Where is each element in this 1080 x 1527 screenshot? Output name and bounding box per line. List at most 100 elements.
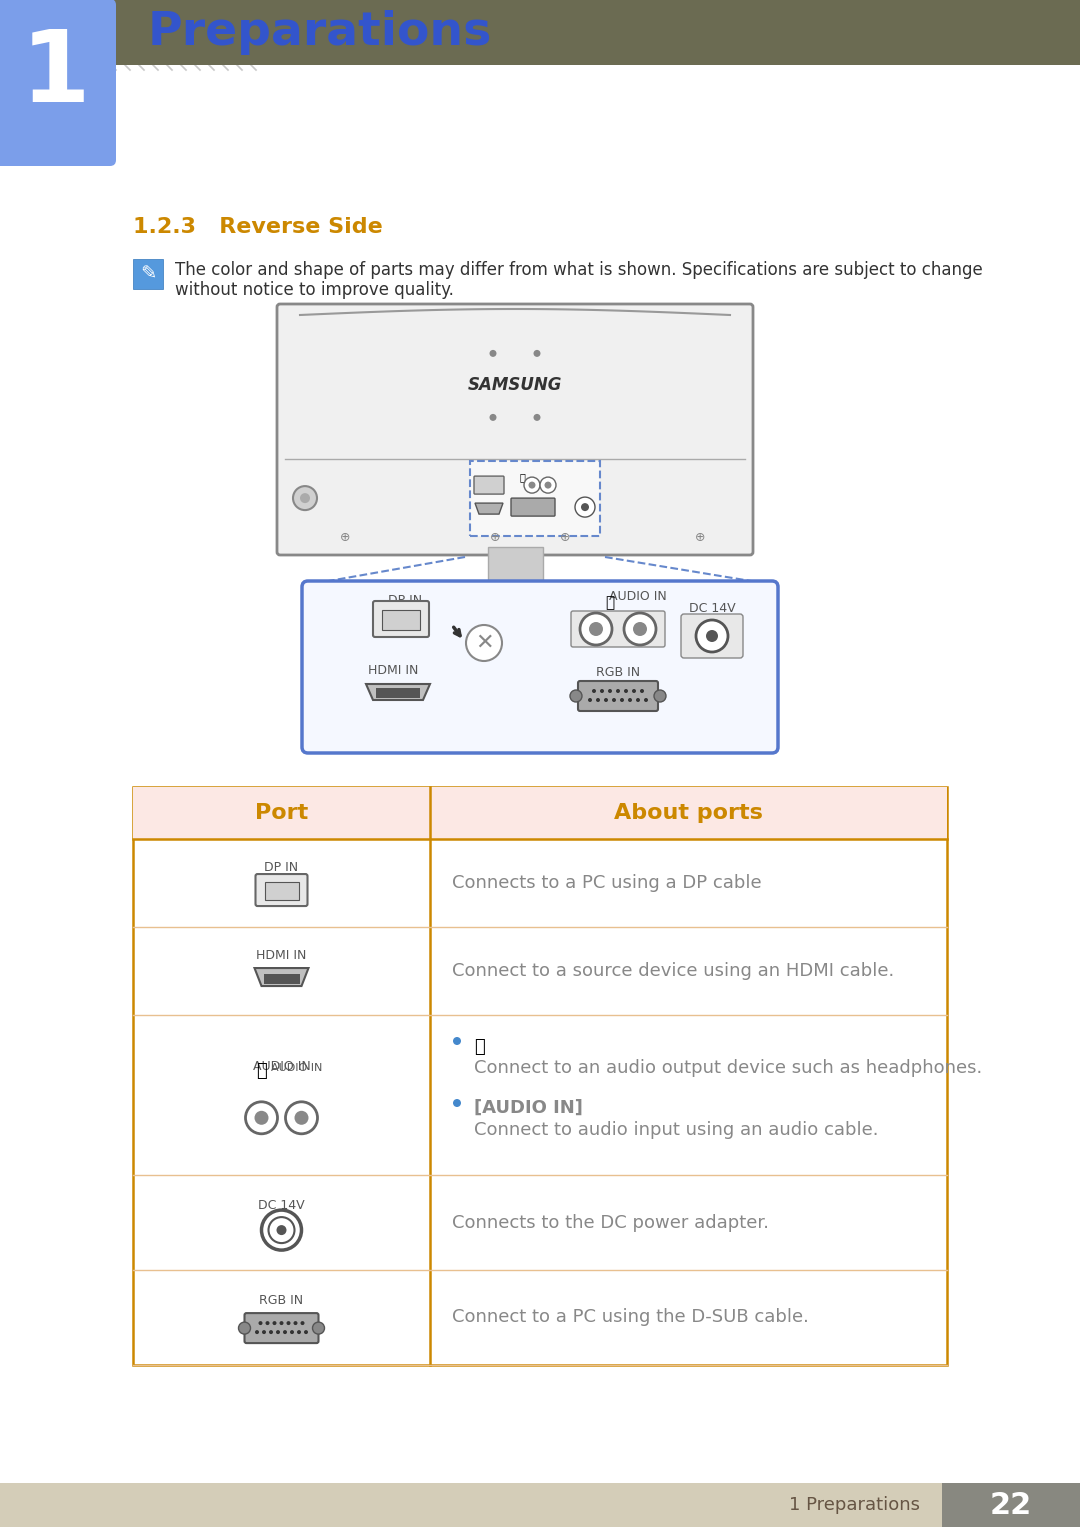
Circle shape [608,689,612,693]
Bar [0,0,1080,66]
Circle shape [596,698,600,702]
Bar [264,974,299,983]
Circle shape [620,698,624,702]
Circle shape [294,1321,297,1325]
Circle shape [636,698,640,702]
FancyBboxPatch shape [244,1313,319,1344]
Polygon shape [475,502,503,515]
FancyBboxPatch shape [571,611,665,647]
Circle shape [580,612,612,644]
Bar [376,689,420,698]
Circle shape [640,689,644,693]
Circle shape [312,1322,324,1335]
Circle shape [269,1217,295,1243]
Text: 🎧: 🎧 [519,472,526,483]
Text: DC 14V: DC 14V [258,1199,305,1212]
Text: 🎧: 🎧 [474,1038,485,1057]
Bar [133,260,163,289]
Circle shape [489,350,497,357]
Circle shape [616,689,620,693]
Text: ⊕: ⊕ [694,531,705,544]
Circle shape [453,1099,461,1107]
Circle shape [269,1330,273,1335]
Text: 🎧: 🎧 [606,596,615,611]
Circle shape [544,481,552,489]
Circle shape [286,1321,291,1325]
Circle shape [283,1330,287,1335]
Text: Connect to audio input using an audio cable.: Connect to audio input using an audio ca… [474,1121,878,1139]
Circle shape [293,486,318,510]
Text: Port: Port [255,803,308,823]
Circle shape [589,621,603,637]
Text: 1.2.3   Reverse Side: 1.2.3 Reverse Side [133,217,382,237]
Circle shape [654,690,666,702]
Bar [0,1483,1080,1527]
Circle shape [261,1209,301,1251]
Circle shape [627,698,632,702]
Text: AUDIO IN: AUDIO IN [609,591,666,603]
Circle shape [295,1110,309,1125]
FancyBboxPatch shape [403,600,627,621]
Circle shape [588,698,592,702]
Circle shape [272,1321,276,1325]
Circle shape [528,481,536,489]
Text: ⊕: ⊕ [559,531,570,544]
Circle shape [624,612,656,644]
Circle shape [540,476,556,493]
Circle shape [465,625,502,661]
Text: [AUDIO IN]: [AUDIO IN] [474,1099,583,1116]
Polygon shape [366,684,430,699]
Circle shape [592,689,596,693]
Circle shape [276,1330,280,1335]
Text: without notice to improve quality.: without notice to improve quality. [175,281,454,299]
Text: Preparations: Preparations [148,11,492,55]
Circle shape [262,1330,266,1335]
Circle shape [280,1321,283,1325]
Circle shape [258,1321,262,1325]
Circle shape [706,631,718,641]
Circle shape [255,1330,259,1335]
Circle shape [696,620,728,652]
FancyBboxPatch shape [0,0,116,166]
Text: HDMI IN: HDMI IN [256,948,307,962]
Text: HDMI IN: HDMI IN [368,664,418,676]
Text: The color and shape of parts may differ from what is shown. Specifications are s: The color and shape of parts may differ … [175,261,983,279]
Text: Connect to a source device using an HDMI cable.: Connect to a source device using an HDMI… [453,962,894,980]
Circle shape [300,1321,305,1325]
Circle shape [266,1321,270,1325]
Text: ✕: ✕ [475,634,494,654]
Text: RGB IN: RGB IN [259,1293,303,1307]
Text: AUDIO IN: AUDIO IN [271,1063,322,1073]
Bar [382,609,420,631]
Circle shape [239,1322,251,1335]
Circle shape [276,1225,286,1235]
Circle shape [604,698,608,702]
Circle shape [633,621,647,637]
Circle shape [632,689,636,693]
Circle shape [303,1330,308,1335]
Text: Connects to the DC power adapter.: Connects to the DC power adapter. [453,1214,769,1231]
FancyBboxPatch shape [276,304,753,554]
Bar [487,547,542,608]
Circle shape [600,689,604,693]
Circle shape [524,476,540,493]
Bar [265,883,298,899]
Circle shape [489,414,497,421]
Text: 1 Preparations: 1 Preparations [789,1496,920,1513]
FancyBboxPatch shape [474,476,504,495]
Circle shape [534,350,540,357]
Circle shape [291,1330,294,1335]
Text: 22: 22 [990,1490,1032,1519]
Circle shape [644,698,648,702]
Circle shape [300,493,310,502]
Circle shape [575,498,595,518]
Circle shape [624,689,627,693]
Text: 1: 1 [21,26,90,124]
Circle shape [612,698,616,702]
FancyBboxPatch shape [256,873,308,906]
Text: DP IN: DP IN [388,594,422,608]
Circle shape [285,1102,318,1135]
Text: ✎: ✎ [139,264,157,284]
Text: DP IN: DP IN [265,861,298,873]
Bar [942,1483,1080,1527]
